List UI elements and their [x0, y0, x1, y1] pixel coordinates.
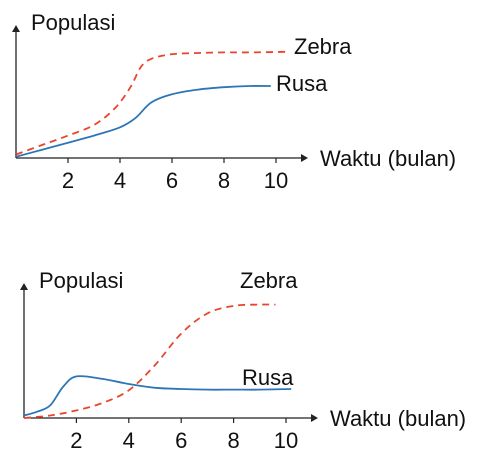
x-axis-label: Waktu (bulan): [320, 146, 456, 171]
chart-top: Populasi Waktu (bulan) 2 4 6 8 10 Zebra Rusa: [12, 10, 456, 193]
x-axis-label: Waktu (bulan): [330, 406, 466, 431]
series-line-rusa: [23, 375, 292, 417]
series-line-zebra: [15, 50, 287, 156]
y-axis-arrow-icon: [20, 283, 28, 290]
y-axis-label: Populasi: [31, 10, 115, 35]
x-tick-label: 4: [123, 428, 135, 453]
series-label-rusa: Rusa: [276, 71, 328, 96]
x-tick-label: 4: [114, 168, 126, 193]
x-tick-label: 6: [175, 428, 187, 453]
series-line-zebra: [23, 303, 276, 419]
x-tick-label: 2: [70, 428, 82, 453]
x-tick-label: 8: [218, 168, 230, 193]
x-axis-arrow-icon: [301, 154, 308, 162]
x-tick-label: 10: [264, 168, 288, 193]
chart-bottom: Populasi Waktu (bulan) 2 4 6 8 10 Zebra Rusa: [20, 268, 466, 453]
series-label-rusa: Rusa: [242, 365, 294, 390]
x-tick-label: 10: [274, 428, 298, 453]
x-axis-arrow-icon: [311, 414, 318, 422]
y-axis-arrow-icon: [12, 25, 20, 32]
series-label-zebra: Zebra: [240, 268, 298, 293]
series-label-zebra: Zebra: [294, 34, 352, 59]
x-tick-label: 2: [62, 168, 74, 193]
series-line-rusa: [15, 85, 271, 158]
x-tick-label: 8: [227, 428, 239, 453]
x-tick-label: 6: [166, 168, 178, 193]
y-axis-label: Populasi: [39, 268, 123, 293]
